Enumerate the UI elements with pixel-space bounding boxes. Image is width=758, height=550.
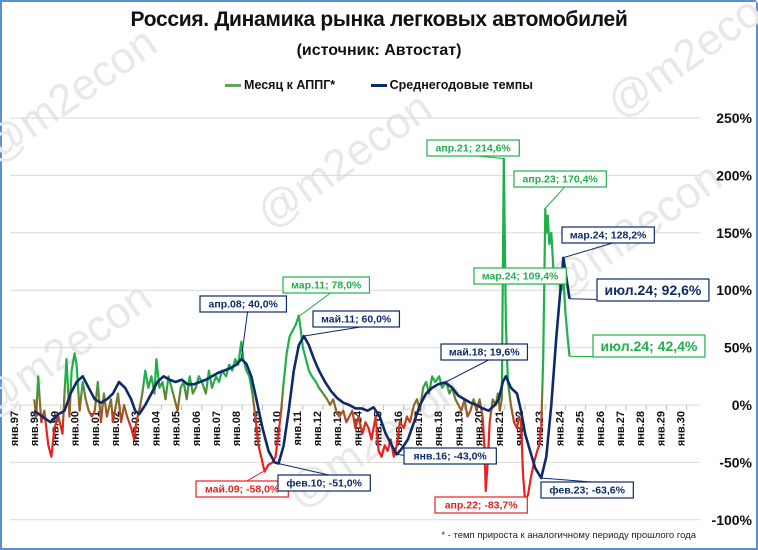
- annotation-leader: [303, 326, 361, 337]
- x-axis-ticks: янв.97 янв.98 янв.99 янв.00 янв.01 янв.02 янв.…: [9, 405, 688, 446]
- annotation-box: [199, 295, 288, 313]
- x-tick-label: янв.24: [554, 410, 566, 446]
- x-tick-label: янв.13: [332, 411, 344, 446]
- legend-swatch-monthly: [225, 84, 242, 88]
- x-tick-label: янв.28: [635, 411, 647, 446]
- legend-item-average: Среднегодовые темпы: [370, 78, 533, 92]
- annotation-label: янв.16; -43,0%: [414, 451, 488, 463]
- annotation-leader: [444, 359, 489, 383]
- watermark-text: @m2econ: [598, 0, 758, 128]
- annotation-label: июл.24; 42,4%: [601, 338, 698, 354]
- y-tick-label: -50%: [719, 454, 752, 470]
- y-tick-label: 100%: [716, 282, 752, 298]
- annotation-label: фев.23; -63,6%: [549, 485, 625, 497]
- annotation-label: апр.21; 214,6%: [436, 143, 512, 155]
- x-tick-label: янв.21: [494, 411, 506, 446]
- annotation-label: май.18; 19,6%: [449, 347, 520, 359]
- legend-swatch-average: [370, 84, 387, 88]
- x-tick-label: янв.12: [312, 411, 324, 446]
- x-tick-label: янв.98: [29, 411, 41, 446]
- y-tick-label: 50%: [724, 340, 753, 356]
- x-tick-label: янв.26: [595, 411, 607, 446]
- annotation-label: апр.08; 40,0%: [209, 299, 279, 311]
- watermark-text: @m2econ: [248, 83, 441, 239]
- x-tick-label: янв.27: [615, 411, 627, 446]
- annotation-box: [592, 334, 706, 358]
- x-tick-label: янв.97: [9, 411, 21, 446]
- annotation-label: апр.23; 170,4%: [523, 174, 599, 186]
- annotation-leader: [543, 186, 566, 210]
- y-axis-ticks: 250% 200% 150% 100% 50% 0% -50% -100%: [712, 110, 753, 528]
- x-tick-label: янв.30: [676, 411, 688, 446]
- footnote: * - темп прироста к аналогичному периоду…: [441, 530, 696, 541]
- x-tick-label: янв.08: [231, 411, 243, 446]
- chart-subtitle: (источник: Автостат): [296, 42, 462, 59]
- annotation-box: [434, 496, 528, 514]
- y-tick-label: 200%: [716, 167, 752, 183]
- x-tick-label: янв.19: [453, 411, 465, 446]
- y-tick-label: 250%: [716, 110, 752, 126]
- x-tick-label: янв.04: [150, 410, 162, 446]
- annotation-box: [312, 310, 401, 328]
- x-tick-label: янв.01: [90, 411, 102, 446]
- annotation-box: [426, 139, 520, 157]
- annotation-box: [561, 226, 655, 244]
- y-tick-label: 150%: [716, 225, 752, 241]
- legend-item-monthly: Месяц к АППГ*: [225, 78, 335, 92]
- series-annual-average: [33, 256, 571, 480]
- annotation-box: [403, 447, 497, 465]
- legend: Месяц к АППГ* Среднегодовые темпы: [0, 78, 758, 92]
- annotation-box: [473, 267, 567, 285]
- watermark-text: @m2econ: [0, 18, 166, 174]
- x-tick-label: янв.18: [433, 411, 445, 446]
- y-tick-label: -100%: [712, 512, 753, 528]
- annotation-label: апр.22; -83,7%: [445, 500, 519, 512]
- x-tick-label: янв.11: [292, 411, 304, 446]
- x-tick-label: янв.00: [70, 411, 82, 446]
- annotation-label: мар.11; 78,0%: [291, 280, 362, 292]
- annotation-label: фев.10; -51,0%: [286, 478, 362, 490]
- series-layer: [33, 157, 571, 503]
- annotation-label: июл.24; 92,6%: [605, 282, 702, 298]
- annotation-box: [282, 276, 371, 294]
- annotation-label: мар.24; 128,2%: [570, 230, 647, 242]
- x-tick-label: янв.29: [655, 411, 667, 446]
- annotation-label: мар.24; 109,4%: [482, 271, 559, 283]
- annotation-label: май.09; -58,0%: [205, 484, 280, 496]
- series-monthly-yoy: [33, 157, 571, 503]
- annotation-label: май.11; 60,0%: [321, 314, 392, 326]
- x-tick-label: янв.05: [171, 411, 183, 446]
- x-tick-label: янв.25: [575, 411, 587, 446]
- x-tick-label: янв.06: [191, 411, 203, 446]
- annotations-layer: апр.08; 40,0% мар.11; 78,0% май.11; 60,0% м…: [195, 139, 710, 514]
- legend-label-average: Среднегодовые темпы: [389, 78, 533, 92]
- annotation-box: [277, 474, 371, 492]
- y-tick-label: 0%: [732, 397, 753, 413]
- annotation-box: [596, 278, 710, 302]
- legend-label-monthly: Месяц к АППГ*: [244, 78, 336, 92]
- x-tick-label: янв.14: [352, 410, 364, 446]
- annotation-box: [540, 481, 634, 499]
- annotation-leader: [228, 471, 264, 482]
- x-tick-label: янв.07: [211, 411, 223, 446]
- annotation-box: [440, 343, 529, 361]
- annotation-box: [513, 170, 607, 188]
- chart-title: Россия. Динамика рынка легковых автомоби…: [130, 8, 628, 31]
